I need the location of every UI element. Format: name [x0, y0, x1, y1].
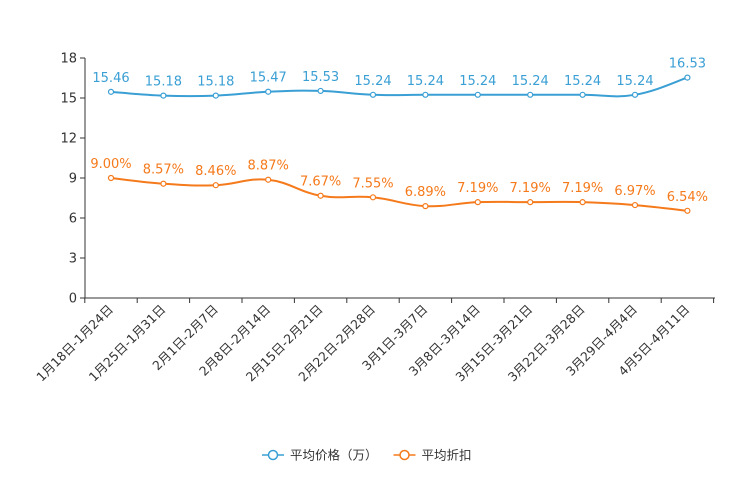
data-point	[579, 91, 586, 98]
data-label: 8.87%	[248, 159, 289, 174]
data-label: 7.55%	[352, 176, 393, 191]
data-label: 15.24	[407, 74, 444, 89]
data-label: 8.57%	[143, 163, 184, 178]
data-label: 16.53	[669, 57, 706, 72]
data-label: 15.18	[145, 75, 182, 90]
data-point	[684, 74, 691, 81]
data-point	[160, 92, 167, 99]
data-label: 7.19%	[510, 181, 551, 196]
data-point	[527, 199, 534, 206]
legend-item-2[interactable]: 平均折扣	[393, 448, 472, 463]
y-tick-label: 3	[69, 252, 77, 267]
data-point	[422, 203, 429, 210]
data-label: 15.53	[302, 70, 339, 85]
data-label: 7.67%	[300, 175, 341, 190]
data-point	[631, 201, 639, 209]
data-label: 15.24	[616, 74, 653, 89]
series-line	[110, 76, 688, 98]
data-label: 8.46%	[195, 164, 236, 179]
chart-axes: 03691215181月18日-1月24日1月25日-1月31日2月1日-2月7…	[33, 52, 715, 384]
y-tick-label: 15	[60, 92, 77, 107]
data-point	[579, 199, 586, 206]
y-tick-label: 6	[69, 212, 77, 227]
legend-item-1[interactable]: 平均价格（万）	[262, 448, 378, 463]
legend-marker-icon	[399, 449, 410, 461]
data-label: 7.19%	[457, 181, 498, 196]
data-label: 6.54%	[667, 190, 708, 205]
data-point	[317, 87, 324, 95]
chart-series: 15.46 15.18 15.18 15.47 15.53 15.24 15.24 15.24…	[90, 57, 708, 214]
data-point	[422, 91, 429, 98]
data-label: 6.97%	[614, 184, 655, 199]
y-tick-label: 18	[60, 52, 77, 67]
data-label: 15.24	[459, 74, 496, 89]
series-2: 9.00% 8.57% 8.46% 8.87% 7.67% 7.55% 6.89% 7.19%…	[90, 157, 708, 214]
y-tick-label: 0	[69, 292, 77, 307]
data-point	[631, 91, 639, 98]
series-1: 15.46 15.18 15.18 15.47 15.53 15.24 15.24 15.24…	[92, 57, 706, 99]
data-point	[474, 91, 481, 98]
data-label: 7.19%	[562, 181, 603, 196]
chart-legend[interactable]: 平均价格（万） 平均折扣	[262, 448, 472, 463]
data-point	[212, 92, 219, 99]
data-label: 15.47	[250, 71, 287, 86]
data-label: 15.18	[197, 75, 234, 90]
data-point	[212, 182, 219, 189]
data-point	[265, 176, 272, 183]
y-tick-label: 12	[60, 132, 77, 147]
data-point	[107, 174, 115, 182]
data-point	[160, 180, 167, 187]
data-point	[684, 207, 691, 214]
data-label: 15.24	[512, 74, 549, 89]
y-tick-label: 9	[69, 172, 77, 187]
data-label: 6.89%	[405, 185, 446, 200]
series-line	[110, 177, 688, 212]
legend-marker-icon	[267, 449, 279, 461]
legend-label: 平均折扣	[422, 448, 472, 463]
data-label: 15.46	[92, 71, 129, 86]
legend-label: 平均价格（万）	[290, 448, 378, 463]
data-label: 15.24	[564, 74, 601, 89]
data-label: 9.00%	[90, 157, 131, 172]
data-point	[107, 88, 115, 95]
data-point	[317, 192, 324, 199]
data-point	[265, 88, 272, 95]
data-label: 15.24	[354, 74, 391, 89]
data-point	[369, 194, 377, 201]
data-point	[369, 91, 377, 98]
data-point	[474, 199, 481, 206]
data-point	[527, 91, 534, 98]
